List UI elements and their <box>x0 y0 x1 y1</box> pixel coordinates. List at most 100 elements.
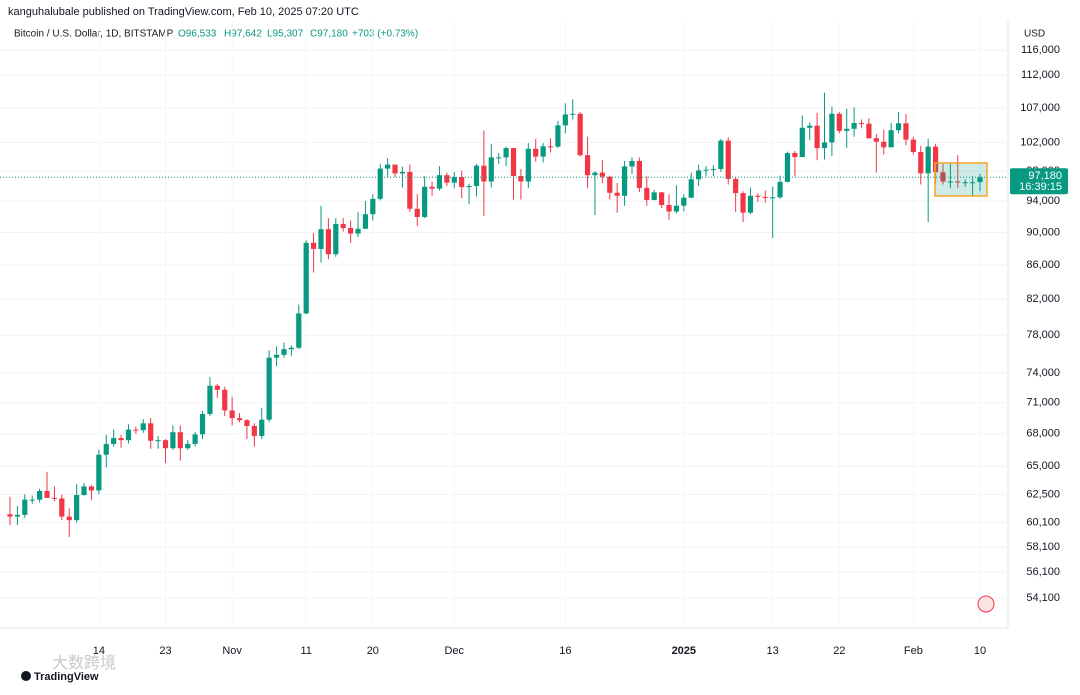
candle-body <box>725 140 731 179</box>
candle-body <box>140 423 146 431</box>
x-tick-label: 13 <box>767 645 779 657</box>
candle-body <box>895 123 902 131</box>
candle-body <box>325 229 331 255</box>
brand: TradingView <box>34 671 99 683</box>
candle-body <box>925 146 931 174</box>
candle-body <box>303 242 309 314</box>
candle-body <box>422 186 428 217</box>
x-tick-label: Dec <box>444 645 464 657</box>
y-tick-label: 60,100 <box>1026 516 1060 528</box>
candle-body <box>133 429 139 431</box>
x-tick-label: Nov <box>222 645 242 657</box>
candle-body <box>807 125 813 128</box>
candle-body <box>570 113 576 115</box>
candle-body <box>162 440 169 449</box>
y-tick-label: 71,000 <box>1026 397 1060 409</box>
candle-body <box>496 157 502 159</box>
candle-body <box>377 168 383 199</box>
candle-body <box>525 148 531 182</box>
candle-body <box>399 171 406 174</box>
x-tick-label: 20 <box>367 645 379 657</box>
candle-body <box>733 178 739 194</box>
candle-body <box>296 313 302 348</box>
y-tick-label: 56,100 <box>1026 566 1060 578</box>
x-tick-label: 2025 <box>672 645 696 657</box>
candle-body <box>348 227 354 234</box>
watermark: 大数跨境 <box>52 653 116 672</box>
candle-body <box>562 114 568 126</box>
candle-body <box>66 516 72 521</box>
low: L95,307 <box>267 29 304 40</box>
candle-body <box>22 499 28 515</box>
candle-body <box>125 429 132 441</box>
candle-body <box>881 141 887 148</box>
flag-icon <box>977 595 995 613</box>
candle-body <box>644 187 650 200</box>
candle-body <box>481 165 487 182</box>
candle-body <box>170 432 176 449</box>
candle-body <box>118 438 124 441</box>
candle-body <box>155 440 161 442</box>
x-tick-label: 23 <box>159 645 171 657</box>
candle-body <box>962 182 968 184</box>
candle-body <box>629 160 635 167</box>
candle-body <box>844 128 850 131</box>
candle-body <box>540 146 546 157</box>
candle-body <box>740 193 746 213</box>
candle-body <box>770 197 776 199</box>
candle-body <box>407 171 413 209</box>
candle-body <box>821 142 828 149</box>
y-tick-label: 86,000 <box>1026 259 1060 271</box>
x-tick-label: 22 <box>833 645 845 657</box>
candle-body <box>459 177 465 188</box>
y-tick-label: 54,100 <box>1026 592 1060 604</box>
candle-body <box>451 177 457 183</box>
candle-body <box>703 169 709 171</box>
candle-body <box>836 113 842 131</box>
candle-body <box>873 138 879 142</box>
candle-body <box>762 196 768 198</box>
candle-body <box>96 454 102 491</box>
x-tick-label: 16 <box>559 645 571 657</box>
candle-body <box>436 175 443 189</box>
candle-body <box>688 179 694 198</box>
candle-body <box>866 123 872 139</box>
candle-body <box>814 125 820 149</box>
candle-body <box>29 499 35 501</box>
y-tick-label: 62,500 <box>1026 488 1060 500</box>
candle-body <box>7 514 13 517</box>
candle-body <box>229 410 235 419</box>
close: C97,180 <box>310 29 348 40</box>
candle-body <box>584 155 591 176</box>
countdown: 16:39:15 <box>1019 181 1062 193</box>
candle-body <box>473 165 480 186</box>
y-tick-label: 65,000 <box>1026 460 1060 472</box>
candle-body <box>533 148 539 157</box>
candle-body <box>392 164 398 174</box>
y-tick-label: 68,000 <box>1026 428 1060 440</box>
candle-body <box>370 198 376 215</box>
candle-body <box>199 414 206 435</box>
last-price-tag <box>1010 168 1068 195</box>
candle-body <box>607 176 613 193</box>
candle-body <box>148 423 154 441</box>
candle-body <box>710 168 717 170</box>
candle-body <box>466 185 472 188</box>
candle-body <box>681 197 687 206</box>
candle-body <box>518 175 524 182</box>
candle-body <box>44 490 50 498</box>
candle-body <box>222 389 228 411</box>
candle-body <box>555 125 561 147</box>
candle-body <box>37 490 43 500</box>
candle-body <box>947 181 953 183</box>
candle-body <box>259 419 265 436</box>
y-tick-label: 94,000 <box>1026 195 1060 207</box>
candle-body <box>236 418 243 421</box>
candle-body <box>177 432 183 449</box>
candle-body <box>318 229 324 249</box>
candle-body <box>621 166 628 196</box>
candle-body <box>673 205 680 212</box>
candle-body <box>414 208 420 217</box>
y-tick-label: 107,000 <box>1020 102 1060 114</box>
candle-body <box>784 153 791 182</box>
